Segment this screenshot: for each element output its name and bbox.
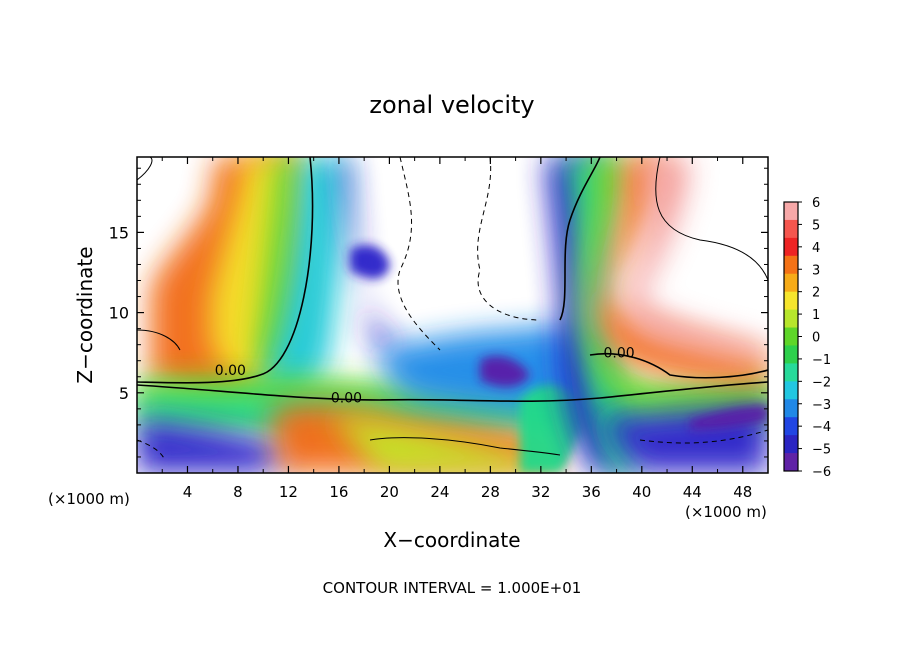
colorbar-segment-4 (784, 273, 798, 293)
chart-title: zonal velocity (369, 91, 534, 119)
contour-pos-topright (655, 157, 768, 281)
colorbar-segment-7 (784, 327, 798, 346)
field-blue-blob (350, 245, 390, 279)
x-tick-label-8: 36 (582, 483, 601, 501)
colorbar-tick-label-1: 5 (812, 218, 820, 233)
contour-labels: 0.00 0.00 0.00 (215, 346, 635, 407)
contour-neg-center (397, 157, 441, 351)
y-tick-label-1: 10 (109, 304, 129, 323)
colorbar-tick-label-5: 1 (812, 308, 820, 323)
colorbar-tick-label-3: 3 (812, 263, 820, 278)
x-tick-label-1: 8 (233, 483, 243, 501)
contour-label-0: 0.00 (215, 363, 246, 379)
colorbar-segment-12 (784, 417, 798, 436)
colorbar-segment-14 (784, 453, 798, 472)
x-tick-label-0: 4 (183, 483, 193, 501)
x-axis: 4 8 12 16 20 24 28 32 36 40 44 48 (161, 157, 752, 501)
contour-zero-right (559, 157, 601, 321)
colorbar-tick-label-11: −5 (812, 443, 831, 458)
x-tick-label-5: 24 (430, 483, 449, 501)
x-unit-left: (×1000 m) (48, 490, 130, 508)
contour-neg-center-right (477, 157, 541, 321)
colorbar-segment-10 (784, 381, 798, 400)
contour-pos-left (137, 329, 181, 351)
x-tick-label-4: 20 (380, 483, 399, 501)
contour-zero-right-low (589, 352, 768, 379)
contour-label-1: 0.00 (331, 390, 362, 406)
x-tick-label-3: 16 (329, 483, 348, 501)
colorbar-segment-3 (784, 255, 798, 275)
plot-frame (136, 156, 769, 474)
y-tick-label-2: 15 (109, 223, 129, 242)
contour-neg-lowright (639, 429, 768, 444)
plot-area (137, 157, 768, 473)
colorbar-segment-1 (784, 219, 798, 239)
colorbar-segment-13 (784, 435, 798, 454)
colorbar-tick-label-0: 6 (812, 196, 820, 211)
contour-pos-lowcenter (369, 437, 561, 456)
contour-zero-low (137, 381, 768, 402)
colorbar-tick-label-7: −1 (812, 353, 831, 368)
field-right-low-purple (690, 405, 768, 430)
x-tick-label-9: 40 (632, 483, 651, 501)
field-right-green (580, 157, 768, 420)
contour-label-2: 0.00 (603, 346, 634, 362)
y-axis: 5 10 15 (109, 167, 768, 458)
colorbar-segment-11 (784, 399, 798, 418)
colorbar-tick-label-8: −2 (812, 375, 831, 390)
colorbar-tick-label-4: 2 (812, 286, 820, 301)
x-tick-label-2: 12 (279, 483, 298, 501)
colorbar-segment-0 (784, 202, 798, 221)
x-tick-label-10: 44 (683, 483, 702, 501)
colorbar-tick-label-9: −3 (812, 398, 831, 413)
x-unit-right: (×1000 m) (685, 503, 767, 521)
colorbar-segment-5 (784, 291, 798, 311)
contour-pos-topleft (137, 157, 153, 181)
field-central-green (520, 385, 581, 473)
field-right-pink (624, 157, 768, 360)
x-tick-label-6: 28 (481, 483, 500, 501)
colorbar-tick-label-10: −4 (812, 420, 831, 435)
colorbar-tick-label-6: 0 (812, 331, 820, 346)
y-axis-label: Z−coordinate (73, 246, 97, 383)
colorbar-tick-label-12: −6 (812, 465, 831, 480)
x-tick-label-11: 48 (733, 483, 752, 501)
colorbar-segment-8 (784, 345, 798, 364)
contour-interval-note: CONTOUR INTERVAL = 1.000E+01 (323, 579, 582, 597)
field-yellow-low (330, 415, 540, 473)
colorbar (783, 201, 799, 472)
colorbar-segment-6 (784, 309, 798, 329)
y-tick-label-0: 5 (119, 384, 129, 403)
field-cyan-column (250, 157, 345, 408)
colorbar-segment-2 (784, 237, 798, 257)
colorbar-ticks: 6 5 4 3 2 1 0 −1 −2 −3 −4 −5 −6 (798, 196, 831, 480)
colorbar-segment-9 (784, 363, 798, 382)
colorbar-tick-label-2: 4 (812, 241, 820, 256)
x-axis-label: X−coordinate (383, 528, 520, 552)
field-blue-low (137, 420, 300, 473)
field-central-blob (480, 355, 530, 387)
x-tick-label-7: 32 (531, 483, 550, 501)
contour-zero-left (137, 157, 314, 384)
